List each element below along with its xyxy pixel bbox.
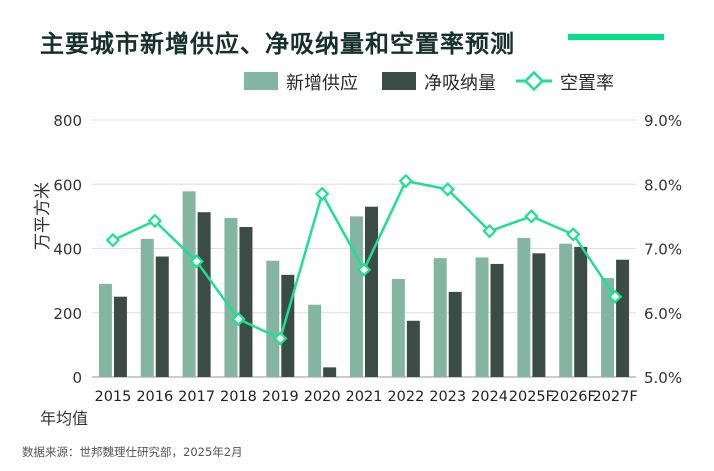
bar-absorption <box>323 367 337 377</box>
point-vacancy <box>314 186 330 202</box>
point-vacancy <box>524 209 539 224</box>
legend-label-absorption: 净吸纳量 <box>424 73 496 94</box>
bar-absorption <box>155 256 169 377</box>
source-footnote: 数据来源：世邦魏理仕研究部，2025年2月 <box>22 445 243 459</box>
x-tick-label: 2015 <box>94 389 131 405</box>
bar-absorption <box>574 246 588 377</box>
title-accent-line <box>568 34 664 40</box>
x-tick-label: 2027F <box>592 389 637 405</box>
x-tick-label: 2017 <box>178 389 215 405</box>
point-vacancy <box>231 311 246 327</box>
bar-supply <box>308 304 322 377</box>
bar-supply <box>266 260 280 377</box>
point-vacancy <box>607 289 623 304</box>
x-tick-label: 2024 <box>471 389 508 405</box>
bar-supply <box>433 258 447 377</box>
point-vacancy <box>398 173 414 189</box>
point-vacancy <box>189 254 204 269</box>
bar-supply <box>601 278 615 377</box>
y-tick-label: 0 <box>72 369 82 387</box>
bar-supply <box>98 283 112 377</box>
point-vacancy <box>105 232 121 248</box>
y2-tick-label: 8.0% <box>644 176 682 194</box>
point-vacancy <box>147 213 162 229</box>
y-tick-label: 800 <box>53 112 82 130</box>
bar-supply <box>391 279 405 377</box>
y-tick-label: 400 <box>53 241 82 259</box>
y-tick-label: 200 <box>53 305 82 323</box>
y2-tick-label: 5.0% <box>644 369 682 387</box>
bar-absorption <box>406 320 420 377</box>
x-tick-label: 2018 <box>220 389 257 405</box>
legend-swatch-absorption <box>382 72 416 90</box>
point-vacancy <box>566 227 581 242</box>
x-tick-label: 2016 <box>136 389 173 405</box>
legend-swatch-supply <box>244 72 278 90</box>
point-vacancy <box>482 223 497 239</box>
point-vacancy <box>440 182 455 197</box>
bar-absorption <box>197 212 211 377</box>
bar-supply <box>182 191 196 377</box>
bar-supply <box>350 216 363 377</box>
bar-supply <box>140 238 154 377</box>
bar-absorption <box>448 291 462 377</box>
y2-tick-label: 9.0% <box>644 112 682 130</box>
x-tick-label: 2021 <box>346 389 383 405</box>
x-tick-label: 2020 <box>304 389 341 405</box>
bar-supply <box>475 257 489 377</box>
y2-tick-label: 7.0% <box>644 241 682 259</box>
point-vacancy <box>356 262 372 277</box>
bar-supply <box>517 237 531 377</box>
bar-absorption <box>113 296 127 377</box>
x-tick-label: 2023 <box>429 389 466 405</box>
y2-tick-label: 6.0% <box>644 305 682 323</box>
x-tick-label: 2019 <box>262 389 299 405</box>
bar-supply <box>224 217 238 377</box>
bar-absorption <box>365 206 378 377</box>
y-tick-label: 600 <box>53 176 82 194</box>
bar-absorption <box>616 259 630 377</box>
x-tick-label: 2022 <box>387 389 424 405</box>
unit-note: 年均值 <box>40 409 89 428</box>
point-vacancy <box>273 331 288 346</box>
legend-label-vacancy: 空置率 <box>560 73 614 94</box>
chart-title: 主要城市新增供应、净吸纳量和空置率预测 <box>40 30 515 58</box>
legend-label-supply: 新增供应 <box>286 73 358 94</box>
bar-absorption <box>239 226 253 377</box>
bar-absorption <box>490 263 504 377</box>
x-tick-label: 2026F <box>551 389 596 405</box>
bar-supply <box>559 243 573 377</box>
x-tick-label: 2025F <box>509 389 554 405</box>
legend-swatch-vacancy <box>516 70 552 92</box>
bar-absorption <box>532 253 546 377</box>
